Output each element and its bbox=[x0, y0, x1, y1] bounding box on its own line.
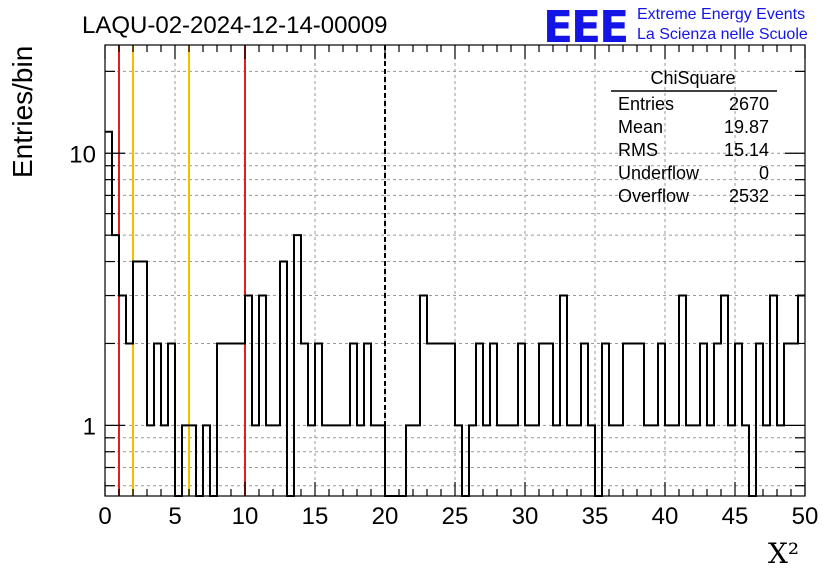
x-tick-label: 0 bbox=[98, 503, 111, 530]
x-tick-label: 25 bbox=[442, 503, 469, 530]
x-tick-label: 20 bbox=[372, 503, 399, 530]
x-tick-label: 30 bbox=[512, 503, 539, 530]
y-axis-label: Entries/bin bbox=[7, 46, 38, 178]
chart-title: LAQU-02-2024-12-14-00009 bbox=[82, 12, 388, 39]
y-tick-label: 10 bbox=[69, 141, 96, 168]
y-tick-label: 1 bbox=[83, 413, 96, 440]
stats-title: ChiSquare bbox=[650, 68, 735, 88]
stats-row-value: 19.87 bbox=[724, 117, 769, 137]
x-tick-label: 10 bbox=[232, 503, 259, 530]
x-tick-label: 15 bbox=[302, 503, 329, 530]
stats-row-value: 2532 bbox=[729, 186, 769, 206]
logo-line-1: Extreme Energy Events bbox=[637, 6, 805, 23]
x-tick-label: 50 bbox=[792, 503, 819, 530]
reference-lines bbox=[118, 45, 386, 496]
axis-ticks bbox=[104, 45, 806, 496]
x-tick-label: 5 bbox=[168, 503, 181, 530]
y-tick-labels: 1 10 bbox=[69, 141, 96, 440]
stats-row-label: Entries bbox=[618, 94, 674, 114]
stats-row-value: 15.14 bbox=[724, 140, 769, 160]
x-tick-labels: 0 5 10 15 20 25 30 35 40 45 50 bbox=[98, 503, 818, 530]
eee-logo: EEE Extreme Energy Events La Scienza nel… bbox=[543, 2, 808, 53]
x-axis-label: X² bbox=[768, 537, 799, 570]
stats-row-label: Underflow bbox=[618, 163, 700, 183]
x-tick-label: 40 bbox=[652, 503, 679, 530]
stats-row-label: Overflow bbox=[618, 186, 690, 206]
logo-line-2: La Scienza nelle Scuole bbox=[637, 26, 808, 43]
stats-row-label: RMS bbox=[618, 140, 658, 160]
stats-row-value: 2670 bbox=[729, 94, 769, 114]
stats-row-value: 0 bbox=[759, 163, 769, 183]
x-tick-label: 35 bbox=[582, 503, 609, 530]
stats-box: ChiSquare Entries 2670 Mean 19.87 RMS 15.14 Un… bbox=[611, 68, 777, 206]
stats-row-label: Mean bbox=[618, 117, 663, 137]
x-tick-label: 45 bbox=[722, 503, 749, 530]
